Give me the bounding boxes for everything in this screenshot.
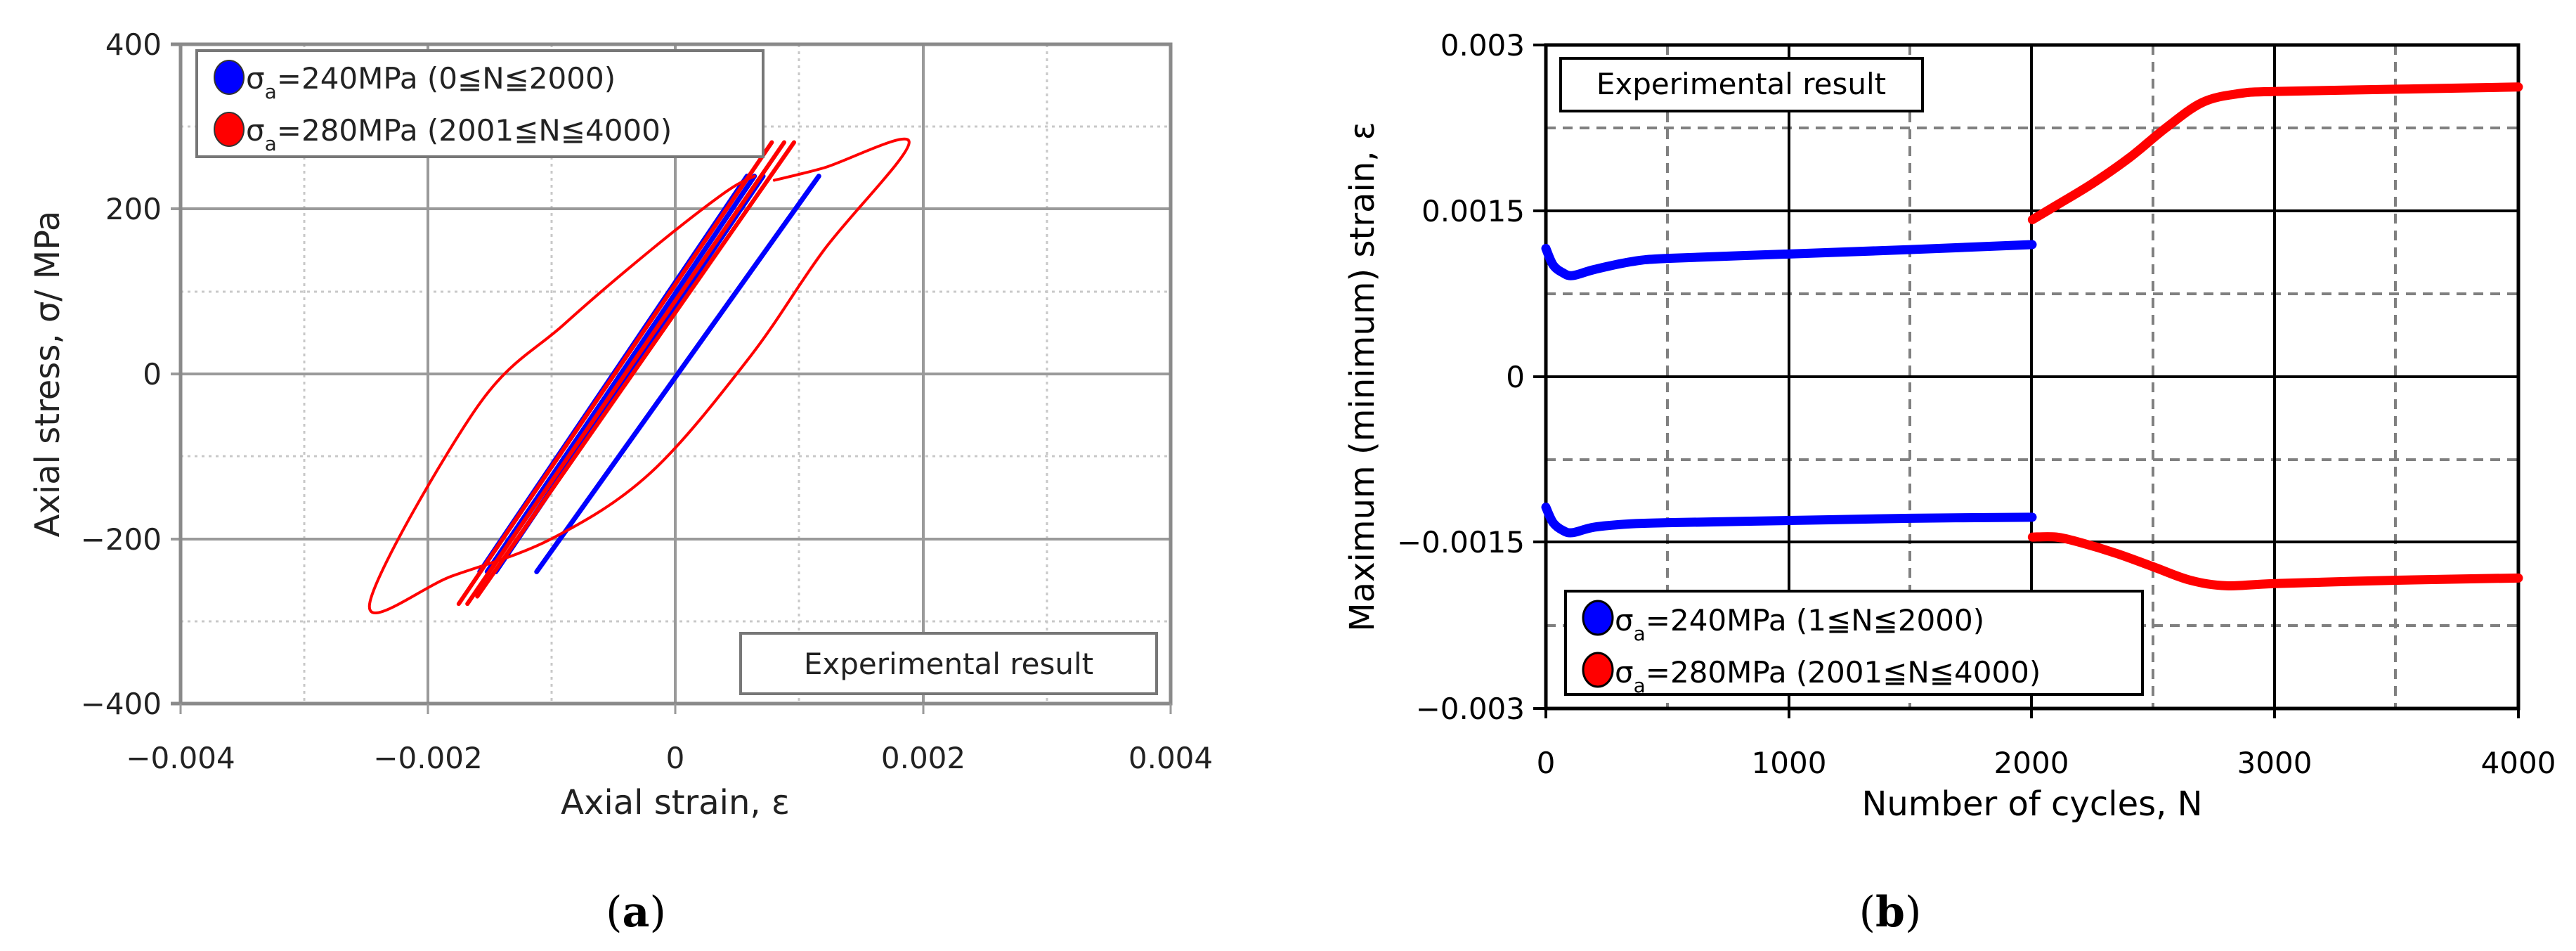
- panel-a-annotation: Experimental result: [739, 632, 1158, 695]
- legend-symbol: σ: [1615, 655, 1634, 690]
- strain-curve: [2027, 82, 2523, 225]
- hysteresis-curve: [475, 140, 797, 599]
- x-tick-label: 4000: [2481, 746, 2556, 780]
- panel-a-grid: [171, 42, 1173, 714]
- panel-b-annotation: Experimental result: [1559, 57, 1924, 112]
- y-tick-label: 0: [1506, 360, 1525, 394]
- panel-b: 0.003 0.0015 0 −0.0015 −0.003 0 1000 200…: [1343, 28, 2556, 937]
- legend-subscript: a: [1634, 674, 1646, 697]
- y-tick-label: −0.003: [1416, 692, 1525, 726]
- x-tick-label: −0.002: [373, 741, 482, 775]
- x-tick-label: 0.004: [1128, 741, 1213, 775]
- x-tick-label: 0: [666, 741, 685, 775]
- panel-a-legend: σa=240MPa (0≦N≦2000) σa=280MPa (2001≦N≦4…: [195, 49, 765, 158]
- y-tick-label: 400: [105, 27, 162, 62]
- legend-item-280: σa=280MPa (2001≦N≦4000): [214, 112, 672, 155]
- legend-label: =240MPa (1≦N≦2000): [1646, 603, 1984, 638]
- panel-a-plot-area: [368, 137, 911, 614]
- svg-text:σa=280MPa (2001≦N≦4000): σa=280MPa (2001≦N≦4000): [246, 113, 672, 155]
- hysteresis-curve: [534, 174, 821, 574]
- legend-symbol: σ: [1615, 603, 1634, 638]
- x-tick-label: 0.002: [881, 741, 965, 775]
- legend-item-240: σa=240MPa (1≦N≦2000): [1582, 600, 1984, 645]
- hysteresis-curve: [484, 174, 757, 574]
- x-tick-label: 0: [1537, 746, 1556, 780]
- blue-circle-marker-icon: [214, 60, 245, 95]
- legend-item-240: σa=240MPa (0≦N≦2000): [214, 60, 616, 103]
- legend-label: =240MPa (0≦N≦2000): [277, 61, 616, 96]
- annotation-text: Experimental result: [804, 647, 1093, 681]
- panel-b-x-ticks: 0 1000 2000 3000 4000: [1537, 746, 2556, 780]
- panel-a-caption: (a): [606, 888, 666, 937]
- panel-b-y-ticks: 0.003 0.0015 0 −0.0015 −0.003: [1397, 28, 1525, 726]
- y-tick-label: 0: [143, 357, 162, 392]
- strain-curve: [1541, 240, 2037, 280]
- x-tick-label: 3000: [2237, 746, 2312, 780]
- panel-b-caption: (b): [1859, 888, 1922, 937]
- panel-a-y-axis-label: Axial stress, σ/ MPa: [28, 211, 67, 538]
- x-tick-label: 1000: [1752, 746, 1827, 780]
- y-tick-label: 0.0015: [1422, 194, 1525, 228]
- y-tick-label: −400: [81, 687, 162, 721]
- panel-a: 400 200 0 −200 −400 −0.004 −0.002 0 0.00…: [28, 27, 1213, 937]
- red-circle-marker-icon: [1582, 652, 1614, 688]
- y-tick-label: −0.0015: [1397, 525, 1525, 559]
- panel-b-y-axis-label: Maximum (minimum) strain, ε: [1343, 122, 1382, 631]
- panel-a-x-ticks: −0.004 −0.002 0 0.002 0.004: [126, 741, 1213, 775]
- y-tick-label: −200: [81, 522, 162, 557]
- strain-curve: [1541, 503, 2037, 538]
- svg-text:σa=280MPa (2001≦N≦4000): σa=280MPa (2001≦N≦4000): [1615, 655, 2041, 697]
- blue-circle-marker-icon: [1582, 600, 1614, 636]
- legend-subscript: a: [1634, 622, 1646, 645]
- annotation-text: Experimental result: [1596, 67, 1886, 101]
- legend-subscript: a: [265, 132, 277, 155]
- panel-b-grid: [1533, 43, 2520, 718]
- panel-a-y-ticks: 400 200 0 −200 −400: [81, 27, 162, 721]
- x-tick-label: −0.004: [126, 741, 235, 775]
- legend-symbol: σ: [246, 61, 265, 96]
- hysteresis-curve: [465, 140, 786, 607]
- panel-b-legend: σa=240MPa (1≦N≦2000) σa=280MPa (2001≦N≦4…: [1564, 590, 2144, 697]
- legend-item-280: σa=280MPa (2001≦N≦4000): [1582, 652, 2041, 697]
- panel-b-plot-area: [1541, 82, 2523, 591]
- red-circle-marker-icon: [214, 112, 245, 147]
- y-tick-label: 200: [105, 192, 162, 226]
- svg-text:σa=240MPa (1≦N≦2000): σa=240MPa (1≦N≦2000): [1615, 603, 1984, 645]
- legend-label: =280MPa (2001≦N≦4000): [277, 113, 672, 148]
- y-tick-label: 0.003: [1440, 28, 1525, 63]
- svg-text:σa=240MPa (0≦N≦2000): σa=240MPa (0≦N≦2000): [246, 61, 616, 103]
- legend-label: =280MPa (2001≦N≦4000): [1646, 655, 2041, 690]
- legend-symbol: σ: [246, 113, 265, 148]
- x-tick-label: 2000: [1994, 746, 2069, 780]
- panel-a-x-axis-label: Axial strain, ε: [561, 783, 790, 822]
- panel-b-x-axis-label: Number of cycles, N: [1861, 784, 2202, 824]
- legend-subscript: a: [265, 80, 277, 103]
- strain-curve: [2027, 532, 2523, 591]
- hysteresis-curve: [456, 140, 774, 607]
